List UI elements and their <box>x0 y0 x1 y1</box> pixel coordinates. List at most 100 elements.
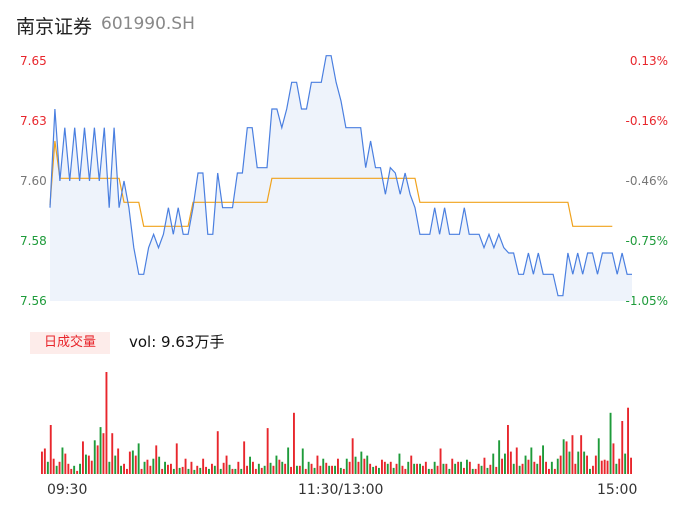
price-line <box>49 55 632 297</box>
volume-bar <box>319 465 322 474</box>
volume-bar <box>243 441 246 474</box>
volume-bar <box>272 465 275 474</box>
volume-bar <box>457 461 460 474</box>
price-tick: 7.58 <box>20 234 47 248</box>
volume-bar <box>589 468 591 474</box>
volume-bar <box>131 450 134 474</box>
volume-bar <box>466 459 468 474</box>
volume-bar <box>413 463 416 474</box>
volume-bar <box>211 463 213 474</box>
stock-name: 南京证券 <box>16 16 93 38</box>
volume-bar <box>597 438 600 474</box>
volume-bar <box>228 464 231 474</box>
volume-bar <box>548 468 550 474</box>
volume-bar <box>512 463 515 474</box>
volume-bar <box>278 459 281 474</box>
volume-bar <box>592 465 594 474</box>
volume-bar <box>108 461 111 474</box>
volume-bar <box>334 465 336 474</box>
volume-bar <box>307 461 310 474</box>
volume-bar <box>577 451 580 474</box>
volume-bar <box>43 448 46 474</box>
volume-bar <box>240 468 243 474</box>
volume-bar <box>61 447 64 474</box>
volume-bar <box>114 455 117 474</box>
volume-bar <box>128 451 131 474</box>
volume-bar <box>105 372 108 474</box>
volume-bar <box>202 458 205 474</box>
volume-bar <box>79 463 81 474</box>
volume-bar <box>123 463 125 474</box>
volume-bar <box>615 463 618 474</box>
volume-bar <box>395 463 398 474</box>
volume-bar <box>483 457 486 474</box>
volume-bar <box>52 458 55 474</box>
volume-bar <box>574 463 577 474</box>
volume-bar <box>383 461 386 474</box>
volume-bar <box>568 451 571 474</box>
volume-bar <box>293 412 295 474</box>
volume-bar <box>507 425 509 474</box>
volume-bar <box>398 453 401 474</box>
pct-tick: -0.16% <box>625 114 668 128</box>
volume-bar <box>216 431 219 474</box>
volume-bar <box>389 461 392 474</box>
volume-bar <box>424 461 427 474</box>
volume-bar <box>477 463 480 474</box>
volume-bar <box>193 469 196 474</box>
volume-bar <box>199 467 202 474</box>
volume-bar <box>222 462 225 474</box>
volume-bar <box>126 468 128 474</box>
volume-bar <box>208 468 210 474</box>
volume-bar <box>609 412 612 474</box>
volume-bar <box>161 468 164 474</box>
volume-bar <box>190 461 193 474</box>
volume-bar <box>170 463 172 474</box>
volume-bar <box>410 455 413 474</box>
volume-bar <box>586 455 588 474</box>
volume-bar <box>468 461 471 474</box>
volume-bar <box>381 459 383 474</box>
volume-bar <box>46 461 49 474</box>
volume-bar <box>275 455 278 474</box>
volume-bar <box>433 461 436 474</box>
volume-bar <box>184 458 187 474</box>
volume-bar <box>96 445 99 474</box>
volume-bar <box>290 466 292 474</box>
volume-tag[interactable]: 日成交量 <box>30 332 110 354</box>
volume-bar <box>509 451 512 474</box>
volume-bar <box>530 447 533 474</box>
volume-bar <box>149 465 152 474</box>
volume-bar <box>67 463 70 474</box>
volume-bar <box>55 465 58 474</box>
volume-bar <box>454 463 457 474</box>
time-tick: 11:30/13:00 <box>298 482 384 498</box>
volume-bar <box>187 468 190 474</box>
volume-bar <box>460 461 462 474</box>
volume-bar <box>257 463 260 474</box>
volume-bar <box>219 468 222 474</box>
volume-bar <box>316 455 319 474</box>
volume-bar <box>553 468 556 474</box>
volume-bar <box>630 457 632 474</box>
volume-bar <box>539 455 542 474</box>
volume-bar <box>612 443 615 474</box>
volume-bar <box>49 425 52 474</box>
volume-bar <box>357 461 360 474</box>
volume-bar <box>143 461 146 474</box>
volume-bar <box>386 463 389 474</box>
volume-bar <box>422 465 424 474</box>
time-tick: 15:00 <box>597 482 638 498</box>
volume-bar <box>339 467 342 474</box>
volume-bar <box>474 468 477 474</box>
volume-bar <box>298 465 301 474</box>
volume-bar <box>363 458 366 474</box>
volume-text: vol: 9.63万手 <box>129 333 225 351</box>
volume-bar <box>448 468 451 474</box>
volume-bar <box>322 458 325 474</box>
volume-bar <box>378 467 380 474</box>
volume-bar <box>281 461 284 474</box>
volume-bar <box>111 433 114 474</box>
volume-bar <box>58 461 61 474</box>
